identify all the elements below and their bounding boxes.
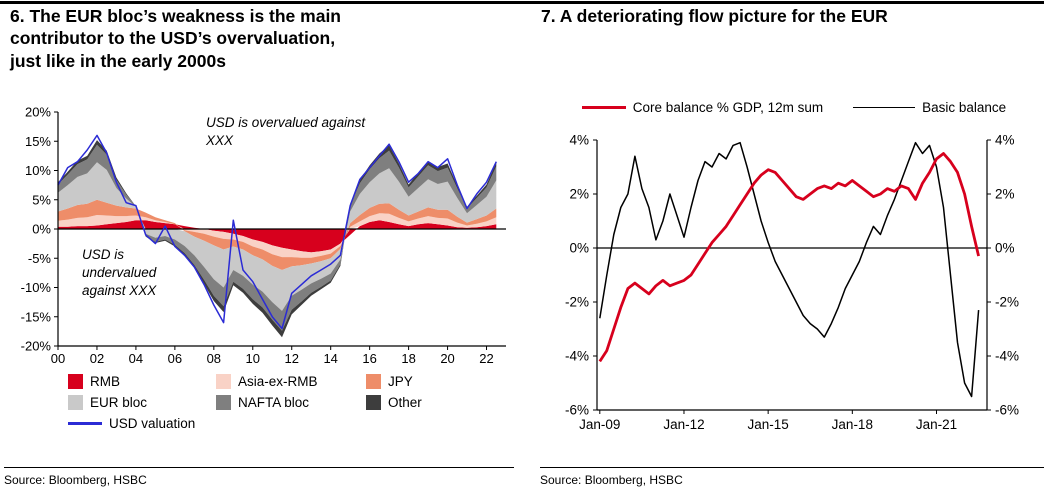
right-chart-title: 7. A deteriorating flow picture for the … — [541, 6, 888, 26]
basic-balance-line-swatch — [853, 106, 916, 109]
svg-text:0%: 0% — [569, 241, 589, 256]
svg-text:-20%: -20% — [21, 339, 52, 354]
svg-text:00: 00 — [51, 351, 65, 366]
legend-item-core-balance: Core balance % GDP, 12m sum — [581, 100, 824, 115]
legend-label-other: Other — [388, 395, 422, 410]
svg-text:10: 10 — [246, 351, 260, 366]
core-balance-line-swatch — [581, 105, 626, 110]
legend-label-asia-ex-rmb: Asia-ex-RMB — [238, 374, 318, 389]
left-chart-legend: RMB Asia-ex-RMB JPY EUR bloc NAFTA bloc … — [68, 374, 486, 431]
right-chart-area: 4% 4% 2% 2% 0% 0% -2% -2% -4% -4% -6% -6% Jan-09 Jan-… — [540, 124, 1042, 438]
left-source-text: Source: Bloomberg, HSBC — [4, 473, 147, 487]
svg-text:-6%: -6% — [995, 403, 1019, 418]
svg-text:22: 22 — [479, 351, 493, 366]
svg-text:04: 04 — [129, 351, 143, 366]
left-chart-area: 20% 15% 10% 5% 0% -5% -10% -15% -20% 00 02 04 06 08 10… — [6, 98, 511, 368]
svg-text:Jan-12: Jan-12 — [663, 417, 704, 432]
jpy-swatch — [366, 374, 381, 389]
rmb-swatch — [68, 374, 83, 389]
svg-text:2%: 2% — [569, 187, 589, 202]
asia-ex-rmb-swatch — [216, 374, 231, 389]
svg-text:4%: 4% — [569, 133, 589, 148]
svg-text:Jan-09: Jan-09 — [579, 417, 620, 432]
legend-item-other: Other — [366, 395, 486, 410]
svg-text:02: 02 — [90, 351, 104, 366]
svg-text:0%: 0% — [995, 241, 1015, 256]
legend-label-rmb: RMB — [90, 374, 120, 389]
svg-text:0%: 0% — [32, 222, 51, 237]
nafta-bloc-swatch — [216, 395, 231, 410]
right-chart-legend: Core balance % GDP, 12m sum Basic balanc… — [548, 100, 1040, 115]
svg-text:-15%: -15% — [21, 309, 52, 324]
svg-text:-6%: -6% — [565, 403, 589, 418]
legend-item-rmb: RMB — [68, 374, 216, 389]
annotation-overvalued: USD is overvalued against XXX — [206, 115, 366, 148]
legend-label-usd-valuation: USD valuation — [109, 416, 196, 431]
svg-text:Jan-15: Jan-15 — [748, 417, 789, 432]
svg-text:10%: 10% — [25, 163, 51, 178]
legend-item-basic-balance: Basic balance — [853, 100, 1006, 115]
svg-text:08: 08 — [207, 351, 221, 366]
legend-item-asia-ex-rmb: Asia-ex-RMB — [216, 374, 366, 389]
svg-text:4%: 4% — [995, 133, 1015, 148]
svg-text:16: 16 — [362, 351, 376, 366]
svg-text:18: 18 — [401, 351, 415, 366]
svg-text:-5%: -5% — [28, 251, 52, 266]
legend-item-jpy: JPY — [366, 374, 486, 389]
svg-text:-2%: -2% — [565, 295, 589, 310]
other-swatch — [366, 395, 381, 410]
svg-text:-4%: -4% — [995, 349, 1019, 364]
svg-text:-10%: -10% — [21, 280, 52, 295]
legend-item-usd-valuation: USD valuation — [68, 416, 216, 431]
svg-text:06: 06 — [168, 351, 182, 366]
legend-item-nafta-bloc: NAFTA bloc — [216, 395, 366, 410]
right-source-text: Source: Bloomberg, HSBC — [540, 473, 683, 487]
top-rule — [0, 1, 1044, 4]
usd-valuation-line-swatch — [68, 422, 102, 425]
legend-label-eur-bloc: EUR bloc — [90, 395, 148, 410]
legend-label-nafta-bloc: NAFTA bloc — [238, 395, 310, 410]
svg-text:14: 14 — [323, 351, 337, 366]
svg-text:Jan-21: Jan-21 — [916, 417, 957, 432]
svg-text:Jan-18: Jan-18 — [832, 417, 873, 432]
annotation-undervalued: USD is undervalued against XXX — [82, 247, 157, 298]
left-source-rule — [4, 467, 514, 468]
svg-text:20: 20 — [440, 351, 454, 366]
eur-bloc-swatch — [68, 395, 83, 410]
svg-text:12: 12 — [285, 351, 299, 366]
legend-label-jpy: JPY — [388, 374, 413, 389]
svg-text:-4%: -4% — [565, 349, 589, 364]
right-source-rule — [540, 467, 1044, 468]
svg-text:-2%: -2% — [995, 295, 1019, 310]
legend-label-basic-balance: Basic balance — [922, 100, 1007, 115]
legend-item-eur-bloc: EUR bloc — [68, 395, 216, 410]
svg-text:2%: 2% — [995, 187, 1015, 202]
svg-text:5%: 5% — [32, 192, 51, 207]
left-chart-title: 6. The EUR bloc’s weakness is the main c… — [10, 6, 341, 71]
legend-label-core-balance: Core balance % GDP, 12m sum — [632, 100, 824, 115]
eur-flow-chart: 4% 4%2% 2%0% 0%-2% -2%-4% -4%-6% -6%Jan-09 Jan-… — [565, 133, 1019, 433]
svg-text:20%: 20% — [25, 105, 51, 120]
svg-text:15%: 15% — [25, 134, 51, 149]
usd-contribution-chart: 20% 15% 10% 5% 0% -5% -10% -15% -20%00 02 04 06 08 10… — [21, 105, 506, 366]
